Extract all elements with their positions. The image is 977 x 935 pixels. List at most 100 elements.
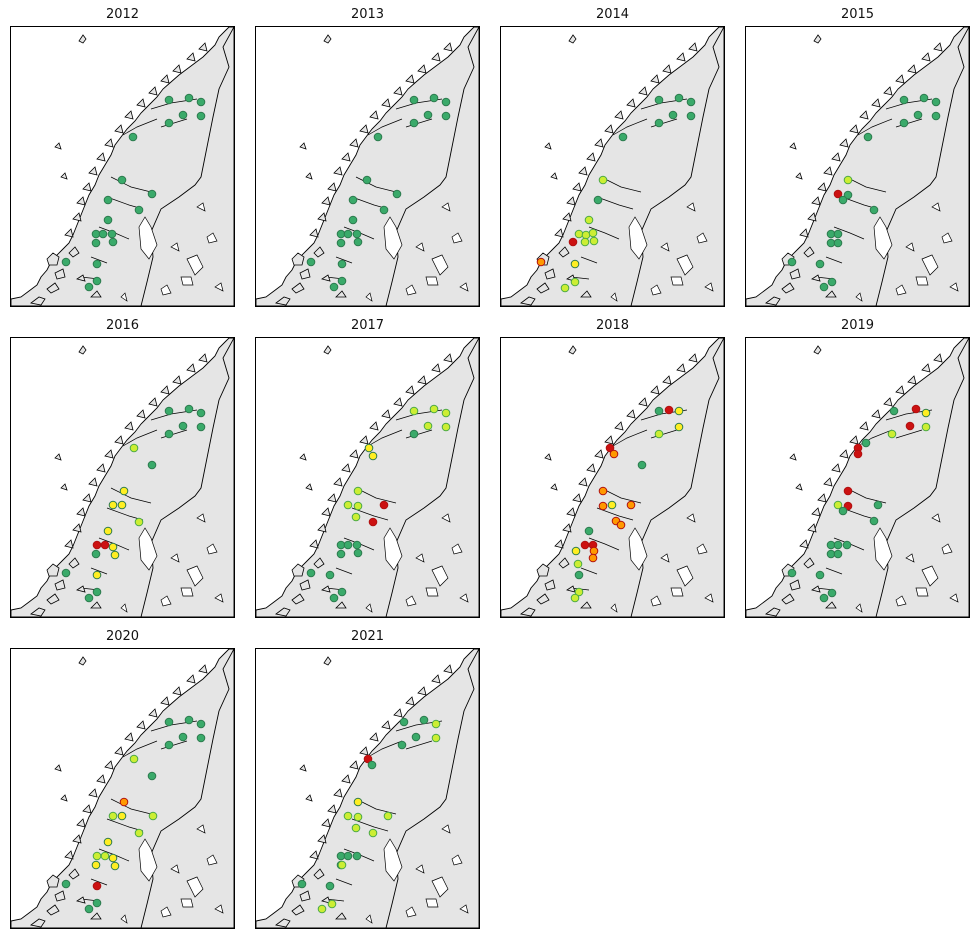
site-marker-poor [110,550,120,560]
island [562,212,572,222]
island [831,463,841,473]
site-marker-good [618,132,628,142]
island [781,593,795,605]
fjord-line [405,118,433,128]
coastline-map [501,27,724,306]
lake [895,284,907,296]
site-marker-poor [108,853,118,863]
fjord-line [335,878,353,886]
site-marker-good [343,851,353,861]
site-marker-good [164,118,174,128]
map-frame [500,26,725,307]
fjord-line [588,537,620,551]
island [544,453,552,461]
island [566,585,576,593]
site-marker-good [352,851,362,861]
island [765,296,781,306]
site-marker-good [98,229,108,239]
lake [696,543,708,555]
island [614,110,624,120]
lake [415,553,425,563]
site-marker-bad [598,501,608,511]
island [662,375,672,385]
site-marker-good [815,259,825,269]
site-marker-good [833,540,843,550]
lake [931,513,941,523]
island [676,363,686,373]
island [823,477,833,487]
island [54,890,66,902]
site-marker-good [92,276,102,286]
lake [921,254,939,276]
island [626,409,636,419]
site-marker-good [441,111,451,121]
lake [441,513,451,523]
site-marker-good [196,408,206,418]
island [341,774,351,784]
site-marker-good [108,237,118,247]
site-marker-moderate [129,754,139,764]
island [907,375,917,385]
lake [186,565,204,587]
small-island [78,656,87,666]
island [359,746,369,756]
island [60,794,68,802]
site-marker-bad [609,449,619,459]
lake [610,603,618,613]
site-marker-good [329,593,339,603]
site-marker-poor [108,500,118,510]
fjord-line [90,567,108,575]
island [148,86,158,96]
island [46,282,60,294]
lake [160,906,172,918]
panel-title: 2014 [595,7,630,22]
island [431,363,441,373]
site-marker-very-bad [853,449,863,459]
lake [686,513,696,523]
panel-title: 2016 [105,318,140,333]
island [313,868,325,880]
site-marker-poor [921,408,931,418]
fjord-line [351,818,389,832]
fjord-line [600,176,642,193]
site-marker-good [336,540,346,550]
island [72,834,82,844]
site-marker-good [336,238,346,248]
fjord-line [845,176,887,193]
small-island [323,345,332,355]
coastline-map [256,27,479,306]
island [431,52,441,62]
fjord-line [650,118,678,128]
lake [873,527,893,571]
island [54,268,66,280]
site-marker-moderate [573,559,583,569]
lake [676,565,694,587]
island [333,166,343,176]
island [321,818,331,828]
site-marker-good [919,93,929,103]
fjord-line [335,256,353,264]
site-marker-good [362,175,372,185]
site-marker-moderate [887,429,897,439]
island [60,172,68,180]
island [431,674,441,684]
fjord-line [160,429,188,439]
island [90,912,102,920]
island [90,290,102,298]
island [313,557,325,569]
site-marker-very-bad [368,517,378,527]
island [64,228,74,238]
fjord-line [596,196,634,210]
site-marker-good [409,429,419,439]
site-marker-good [306,257,316,267]
panel-title: 2019 [840,318,875,333]
site-marker-moderate [581,230,591,240]
island [586,152,596,162]
island [883,86,893,96]
island [443,664,453,674]
site-marker-moderate [441,408,451,418]
island [405,74,415,84]
site-marker-good [873,500,883,510]
site-marker-good [668,110,678,120]
island [309,228,319,238]
